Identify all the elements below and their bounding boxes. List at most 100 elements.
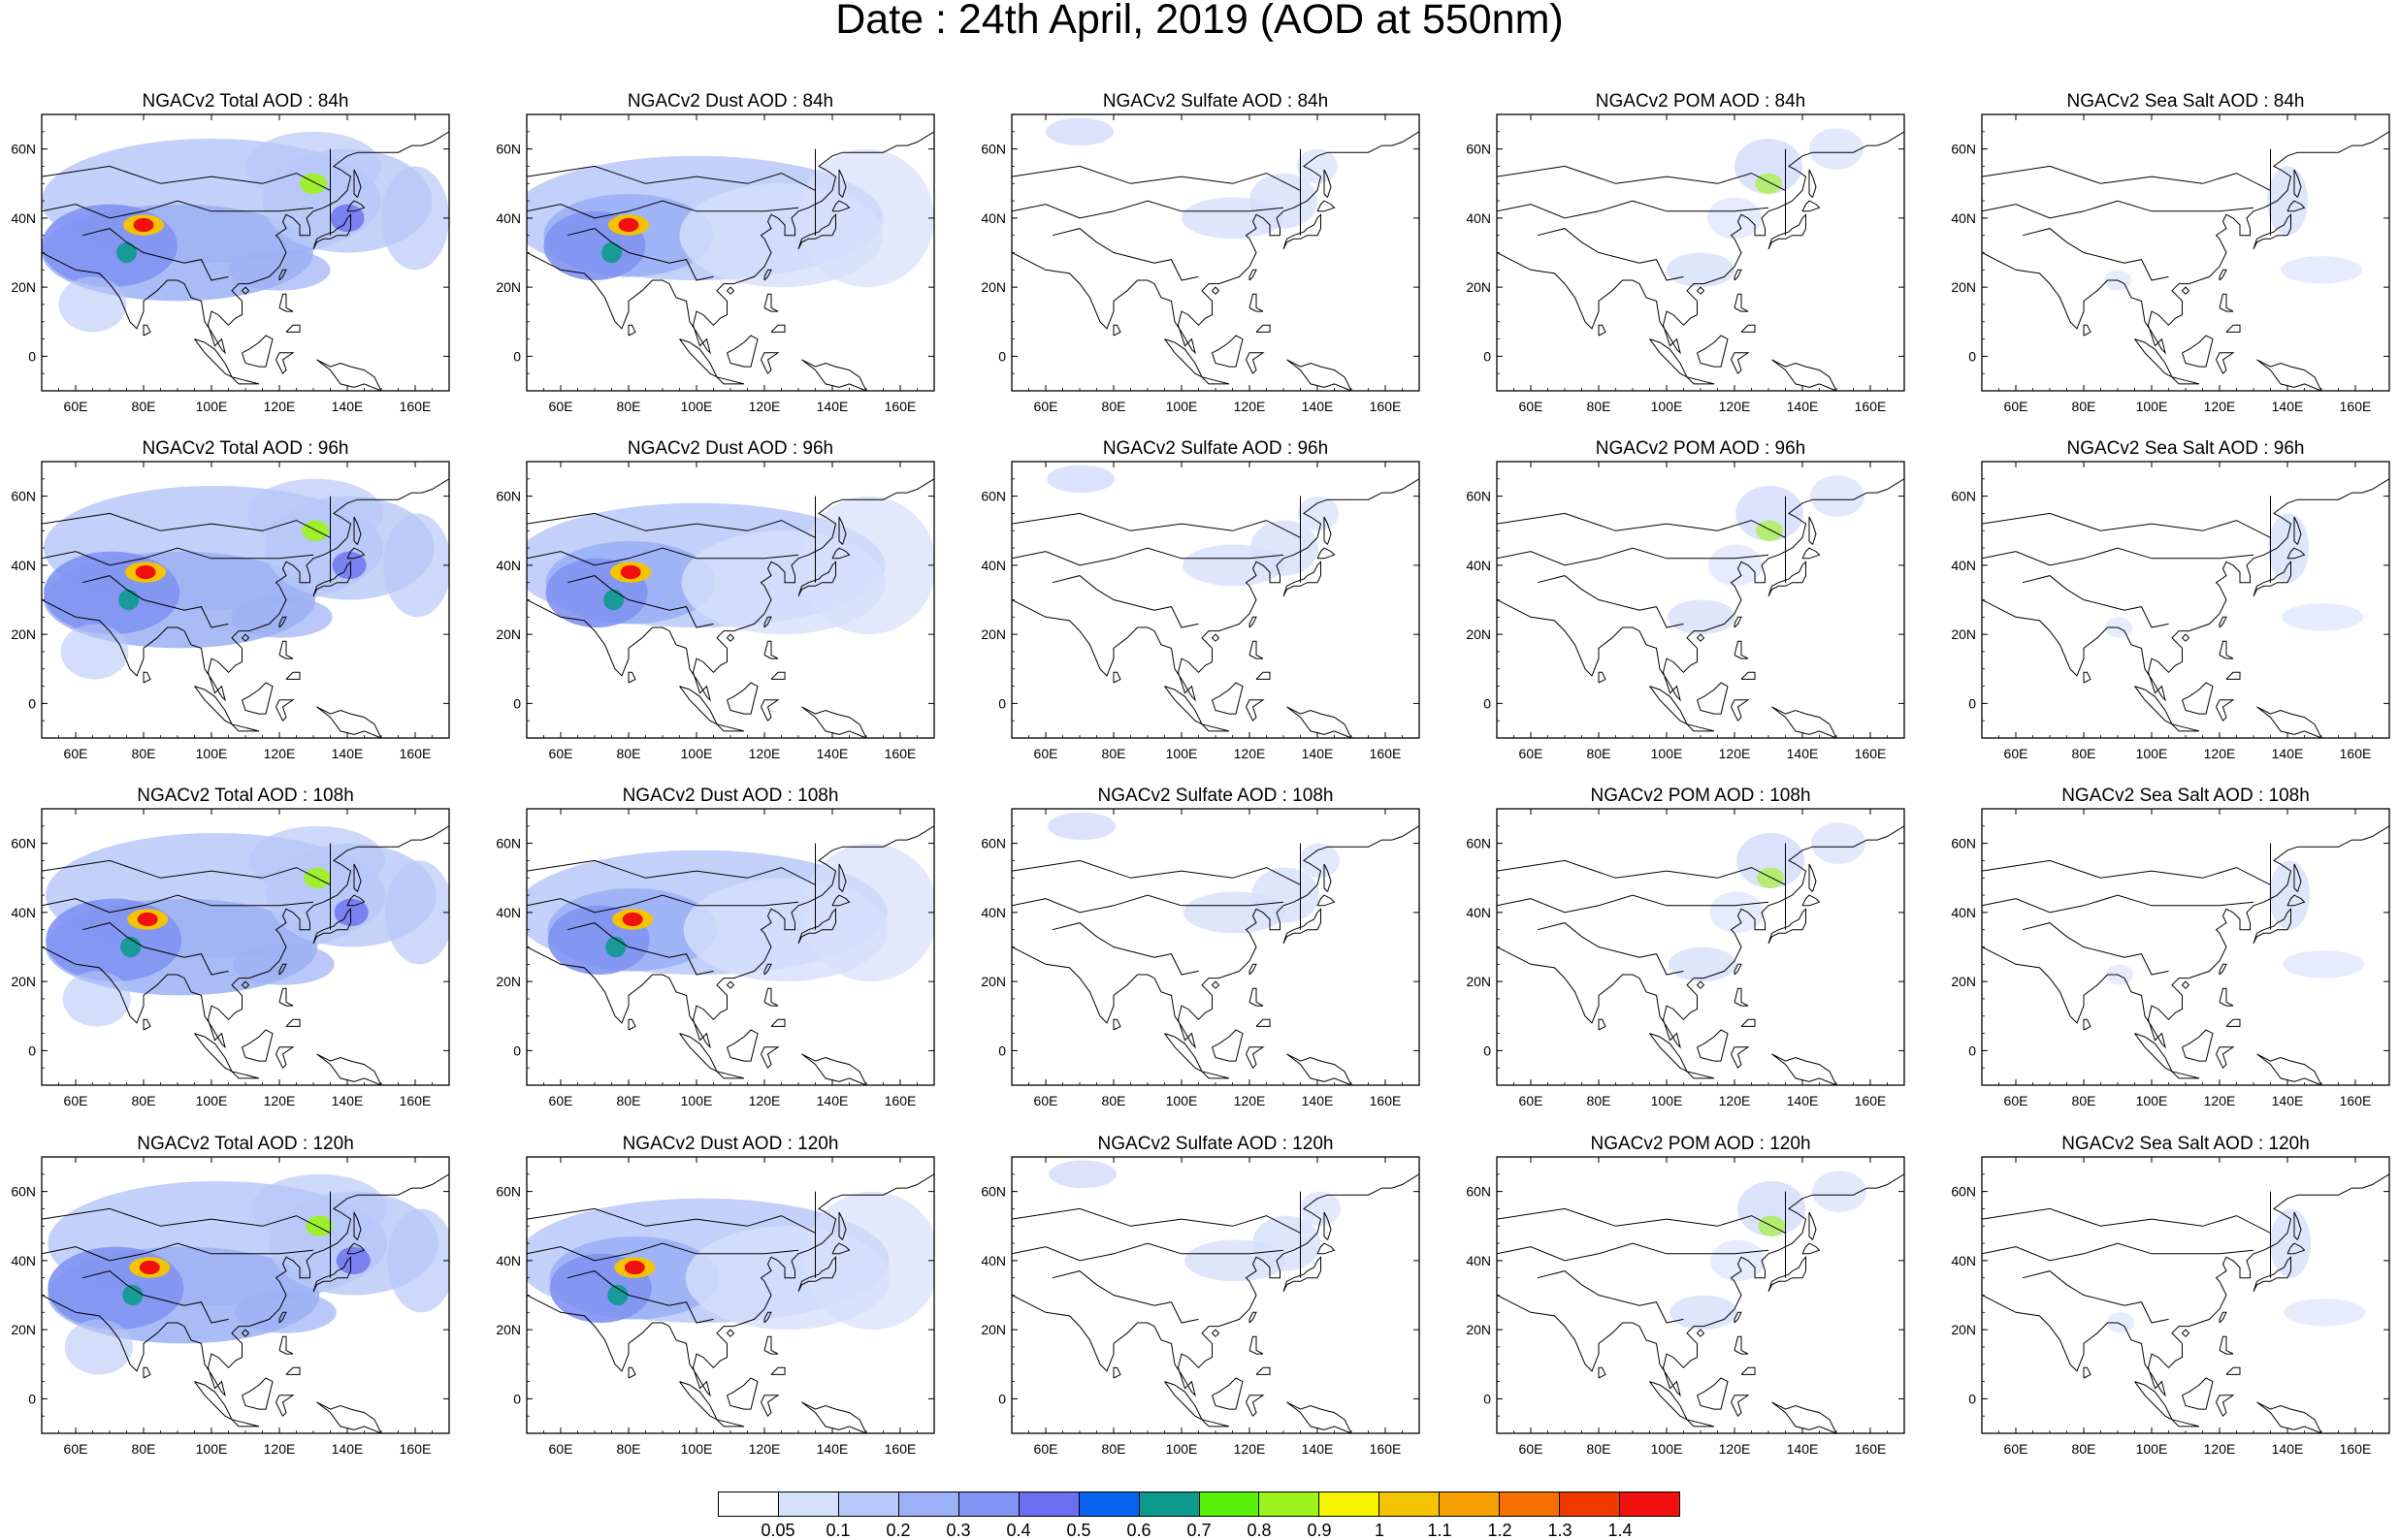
aod-shading — [383, 513, 449, 618]
aod-shading — [302, 520, 330, 541]
coastline-icon — [2219, 640, 2234, 659]
colorbar-swatch — [1019, 1492, 1080, 1516]
coastline-icon — [1537, 1270, 1684, 1324]
coastline-icon — [1740, 324, 1756, 333]
coastline-icon — [1686, 1071, 1715, 1079]
aod-shading — [306, 1215, 334, 1236]
lon-tick-label: 80E — [1587, 1093, 1611, 1108]
coastline-icon — [1248, 963, 1257, 976]
coastline-icon — [2083, 671, 2091, 684]
lon-tick-label: 100E — [1166, 746, 1198, 761]
lon-tick-label: 120E — [1234, 1441, 1266, 1455]
coastline-icon — [716, 1071, 745, 1079]
coastline-icon — [567, 575, 714, 628]
coastline-icon — [2286, 1242, 2306, 1255]
lat-tick-label: 20N — [11, 974, 36, 989]
colorbar-swatch — [1079, 1492, 1140, 1516]
aod-shading — [332, 551, 367, 580]
colorbar-label: 0.05 — [761, 1521, 795, 1540]
coastline-icon — [1982, 1173, 2389, 1397]
coastline-icon — [2181, 1329, 2190, 1337]
lon-tick-label: 160E — [2340, 1093, 2372, 1108]
aod-shading — [64, 1319, 133, 1375]
lat-tick-label: 40N — [1951, 1253, 1976, 1268]
coastline-icon — [1201, 723, 1230, 732]
coastline-icon — [1497, 131, 1904, 355]
aod-shading — [300, 173, 327, 194]
coastline-icon — [2256, 1401, 2322, 1433]
lat-tick-label: 0 — [28, 1043, 36, 1058]
coastline-icon — [527, 512, 816, 538]
coastline-icon — [1497, 478, 1904, 702]
lon-tick-label: 60E — [1034, 746, 1058, 761]
coastline-icon — [1982, 512, 2271, 538]
coastline-icon — [1598, 1366, 1606, 1379]
coastline-icon — [838, 863, 847, 892]
coastline-icon — [1282, 908, 1321, 945]
coastline-icon — [346, 1242, 366, 1255]
coastline-icon — [527, 478, 934, 702]
panel-title: NGACv2 Total AOD : 108h — [137, 786, 354, 806]
coastline-icon — [1734, 293, 1749, 312]
lon-tick-label: 140E — [817, 399, 849, 414]
panel-title: NGACv2 Sulfate AOD : 84h — [1103, 91, 1328, 112]
coastline-icon — [1771, 706, 1837, 738]
coastline-icon — [2219, 269, 2227, 281]
coastline-icon — [567, 1270, 714, 1324]
coastline-icon — [838, 1211, 847, 1240]
aod-shading — [230, 595, 333, 638]
colorbar-label: 0.6 — [1126, 1521, 1151, 1540]
coastline-icon — [1211, 1329, 1220, 1337]
coastline-icon — [527, 1173, 934, 1397]
aod-shading — [1047, 465, 1116, 494]
lon-tick-label: 120E — [749, 1441, 781, 1455]
coastline-icon — [1734, 987, 1749, 1007]
lon-tick-label: 100E — [196, 1093, 228, 1108]
coastline-icon — [1731, 1046, 1750, 1070]
coastline-icon — [231, 376, 260, 385]
coastline-icon — [1734, 640, 1749, 659]
aod-shading — [46, 898, 182, 982]
aod-shading — [1300, 1191, 1342, 1227]
lat-tick-label: 40N — [1466, 210, 1491, 226]
panel-title: NGACv2 Dust AOD : 108h — [623, 786, 839, 806]
aod-shading — [118, 589, 140, 611]
lon-tick-label: 60E — [2004, 1441, 2028, 1455]
coastline-icon — [143, 671, 151, 684]
lat-tick-label: 20N — [11, 626, 36, 642]
coastline-icon — [2286, 547, 2306, 560]
coastline-icon — [761, 352, 780, 375]
coastline-icon — [2219, 1335, 2234, 1355]
lon-tick-label: 140E — [1302, 1093, 1334, 1108]
map-panel: NGACv2 Sea Salt AOD : 96h 60N 40N 20N 0 60E 80… — [1951, 438, 2390, 761]
coastline-icon — [628, 1018, 636, 1031]
coastline-icon — [1286, 359, 1352, 391]
lon-tick-label: 120E — [1719, 746, 1751, 761]
lon-tick-label: 120E — [1234, 399, 1266, 414]
colorbar-swatch — [898, 1492, 959, 1516]
coastline-icon — [1497, 894, 1769, 914]
coastline-icon — [312, 1256, 351, 1293]
panel-title: NGACv2 Dust AOD : 120h — [623, 1134, 839, 1154]
lat-tick-label: 0 — [1968, 1391, 1976, 1406]
coastline-icon — [1982, 478, 2389, 702]
coastline-icon — [1497, 1242, 1769, 1262]
lon-tick-label: 120E — [264, 746, 296, 761]
coastline-icon — [2182, 1029, 2214, 1062]
coastline-icon — [1323, 169, 1332, 198]
coastline-icon — [1982, 1207, 2271, 1234]
coastline-icon — [2083, 1018, 2091, 1031]
aod-shading — [245, 131, 381, 202]
coastline-icon — [1316, 547, 1336, 560]
aod-shading — [1809, 128, 1864, 170]
coastline-icon — [1771, 1053, 1837, 1085]
lon-tick-label: 160E — [1370, 1093, 1402, 1108]
lat-tick-label: 40N — [11, 210, 36, 226]
lon-tick-label: 100E — [2136, 746, 2168, 761]
coastline-icon — [316, 359, 382, 391]
lat-tick-label: 0 — [1968, 695, 1976, 711]
coastline-icon — [1734, 269, 1742, 281]
coastline-icon — [1052, 1270, 1199, 1324]
lon-tick-label: 140E — [2272, 746, 2304, 761]
coastline-icon — [1052, 228, 1199, 281]
